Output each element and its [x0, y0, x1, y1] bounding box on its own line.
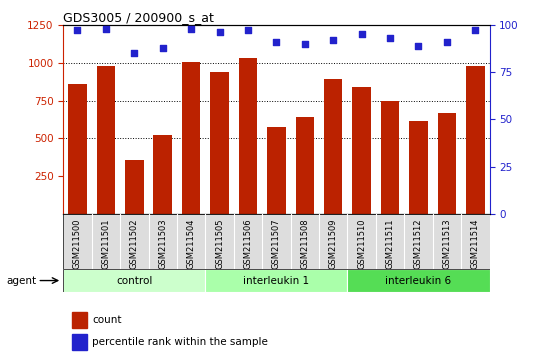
Text: interleukin 6: interleukin 6	[386, 275, 452, 286]
Bar	[267, 127, 285, 214]
Bar	[125, 160, 144, 214]
Text: GDS3005 / 200900_s_at: GDS3005 / 200900_s_at	[63, 11, 214, 24]
Point	[471, 28, 480, 33]
Point	[442, 39, 451, 45]
Text: GSM211514: GSM211514	[471, 218, 480, 269]
Text: GSM211506: GSM211506	[244, 218, 252, 269]
Point	[73, 28, 82, 33]
Text: GSM211512: GSM211512	[414, 218, 423, 269]
Bar	[97, 67, 115, 214]
Bar	[239, 58, 257, 214]
Bar	[182, 62, 200, 214]
Bar	[72, 312, 87, 328]
Point	[130, 50, 139, 56]
Text: interleukin 1: interleukin 1	[243, 275, 310, 286]
Bar	[466, 67, 485, 214]
Point	[358, 32, 366, 37]
Text: GSM211511: GSM211511	[386, 218, 394, 269]
Text: GSM211510: GSM211510	[357, 218, 366, 269]
Point	[244, 28, 252, 33]
Point	[414, 43, 423, 48]
Bar	[153, 135, 172, 214]
Bar	[68, 84, 87, 214]
Text: GSM211500: GSM211500	[73, 218, 82, 269]
Text: count: count	[92, 315, 122, 325]
Bar	[72, 334, 87, 350]
Text: GSM211501: GSM211501	[101, 218, 111, 269]
Point	[101, 26, 110, 32]
Point	[300, 41, 309, 46]
Text: GSM211505: GSM211505	[215, 218, 224, 269]
Point	[186, 26, 196, 32]
Text: GSM211502: GSM211502	[130, 218, 139, 269]
Bar	[348, 269, 490, 292]
Text: GSM211508: GSM211508	[300, 218, 309, 269]
Bar	[63, 269, 205, 292]
Text: percentile rank within the sample: percentile rank within the sample	[92, 337, 268, 347]
Text: agent: agent	[7, 276, 37, 286]
Point	[329, 37, 338, 43]
Text: GSM211503: GSM211503	[158, 218, 167, 269]
Bar	[353, 87, 371, 214]
Bar	[381, 101, 399, 214]
Point	[386, 35, 394, 41]
Text: GSM211513: GSM211513	[442, 218, 452, 269]
Text: GSM211507: GSM211507	[272, 218, 281, 269]
Bar	[324, 79, 343, 214]
Bar	[438, 113, 456, 214]
Point	[158, 45, 167, 50]
Bar	[409, 121, 428, 214]
Point	[272, 39, 280, 45]
Bar	[295, 117, 314, 214]
Bar	[205, 269, 348, 292]
Text: GSM211504: GSM211504	[186, 218, 196, 269]
Point	[215, 29, 224, 35]
Text: GSM211509: GSM211509	[329, 218, 338, 269]
Text: control: control	[116, 275, 152, 286]
Bar	[210, 72, 229, 214]
